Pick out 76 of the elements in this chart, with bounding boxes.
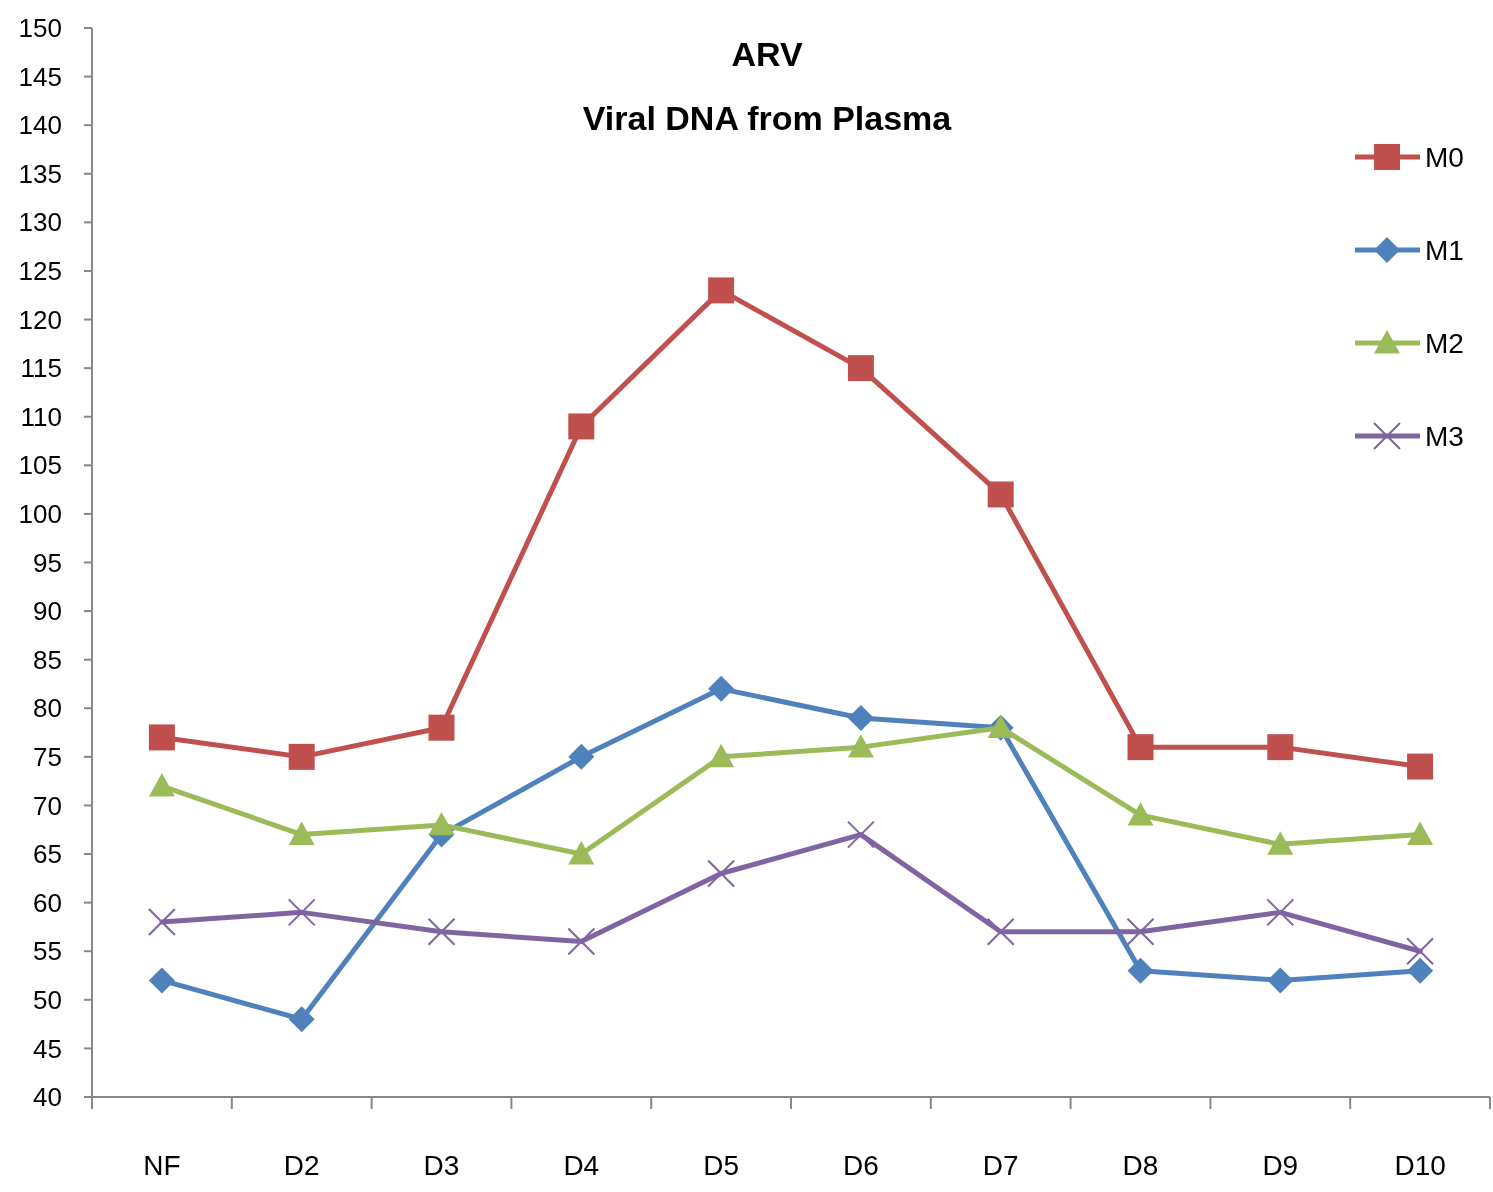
y-tick-label: 145 <box>18 61 62 92</box>
point <box>288 743 315 770</box>
point <box>428 714 455 741</box>
point <box>708 743 735 768</box>
legend-label: M0 <box>1425 141 1464 173</box>
point <box>1407 753 1434 780</box>
point <box>847 734 874 758</box>
y-tick-label: 115 <box>20 353 62 384</box>
point <box>147 908 176 937</box>
point <box>1407 821 1434 846</box>
y-tick-label: 45 <box>33 1033 62 1064</box>
y-tick-label: 100 <box>18 499 62 530</box>
point <box>288 821 315 846</box>
text: Viral DNA from Plasma <box>582 99 953 137</box>
legend-label: M2 <box>1425 327 1464 359</box>
point <box>847 704 874 731</box>
point <box>568 841 595 865</box>
y-tick-label: 40 <box>33 1082 62 1113</box>
y-tick-label: 55 <box>33 936 62 967</box>
y-tick-label: 95 <box>33 547 62 578</box>
x-tick-label: D2 <box>283 1150 320 1181</box>
y-tick-label: 150 <box>18 13 62 44</box>
point <box>987 481 1014 508</box>
point <box>567 927 596 956</box>
y-tick-label: 75 <box>33 741 62 772</box>
y-tick-label: 90 <box>33 596 62 627</box>
point <box>708 277 735 304</box>
point <box>427 917 456 946</box>
x-tick-label: D7 <box>982 1150 1019 1181</box>
point <box>288 1006 315 1033</box>
point <box>287 898 316 927</box>
point <box>1407 957 1434 984</box>
y-tick-label: 110 <box>20 401 62 432</box>
point <box>1267 831 1294 855</box>
point <box>708 675 735 702</box>
y-tick-label: 130 <box>18 207 62 238</box>
y-tick-label: 65 <box>33 839 62 870</box>
y-tick-label: 50 <box>33 984 62 1015</box>
point <box>707 859 736 888</box>
point <box>1127 802 1154 826</box>
point <box>1267 967 1294 994</box>
y-tick-label: 125 <box>18 256 62 287</box>
x-tick-label: D5 <box>703 1150 739 1181</box>
point <box>846 820 875 849</box>
x-tick-label: D8 <box>1122 1150 1159 1181</box>
y-tick-label: 60 <box>33 887 62 918</box>
x-tick-label: D10 <box>1394 1150 1446 1181</box>
point <box>568 743 595 770</box>
point <box>148 773 175 797</box>
y-tick-label: 70 <box>33 790 62 821</box>
y-tick-label: 120 <box>18 304 62 335</box>
point <box>1266 898 1295 927</box>
point <box>847 355 874 382</box>
y-tick-label: 80 <box>33 693 62 724</box>
point <box>1126 917 1155 946</box>
legend-label: M3 <box>1425 420 1464 452</box>
point <box>1406 937 1435 966</box>
x-tick-label: D4 <box>563 1150 600 1181</box>
y-tick-label: 135 <box>18 158 62 189</box>
point <box>1127 734 1154 761</box>
y-tick-label: 140 <box>18 110 62 141</box>
point <box>1127 957 1154 984</box>
point <box>148 724 175 751</box>
point <box>568 413 595 440</box>
point <box>428 811 455 836</box>
x-tick-label: D6 <box>843 1150 879 1181</box>
x-tick-label: NF <box>143 1150 181 1181</box>
y-tick-label: 105 <box>18 450 62 481</box>
point <box>986 917 1015 946</box>
legend-label: M1 <box>1425 234 1464 266</box>
point <box>1267 734 1294 761</box>
point <box>148 967 175 994</box>
x-tick-label: D9 <box>1262 1150 1299 1181</box>
y-tick-label: 85 <box>33 644 62 675</box>
x-tick-label: D3 <box>423 1150 460 1181</box>
chart-title: ARV <box>731 35 803 73</box>
